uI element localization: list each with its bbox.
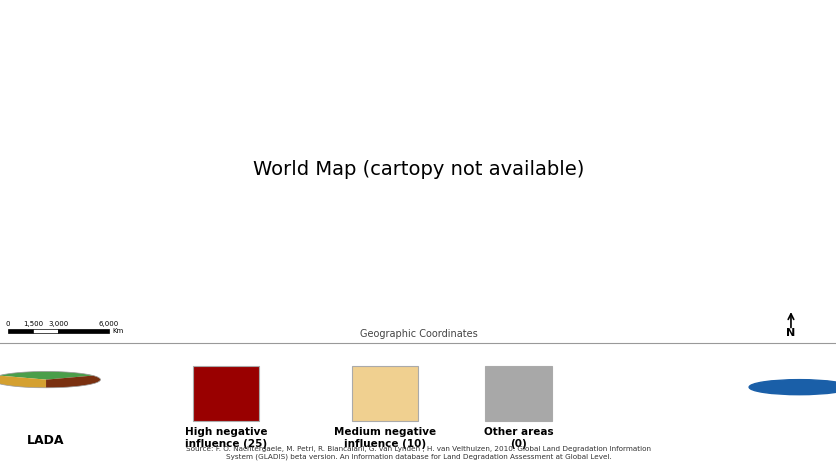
Text: Km: Km	[112, 328, 123, 334]
Wedge shape	[0, 376, 46, 388]
Text: FAO: FAO	[791, 384, 806, 390]
Text: Geographic Coordinates: Geographic Coordinates	[359, 329, 477, 339]
Bar	[351, 366, 418, 421]
Wedge shape	[0, 372, 93, 379]
Text: Source: F. O. Nachtergaele, M. Petri, R. Biancalani, G. van Lynden , H. van Velt: Source: F. O. Nachtergaele, M. Petri, R.…	[186, 446, 650, 460]
Bar	[59, 329, 109, 333]
Text: N: N	[785, 328, 795, 338]
Text: 6,000: 6,000	[99, 321, 119, 327]
Bar	[8, 329, 33, 333]
Text: 0: 0	[6, 321, 10, 327]
Bar	[192, 366, 259, 421]
Circle shape	[748, 379, 836, 395]
Text: LADA: LADA	[28, 433, 64, 446]
Text: Other areas
(0): Other areas (0)	[483, 427, 553, 449]
Text: High negative
influence (25): High negative influence (25)	[185, 427, 267, 449]
Text: Medium negative
influence (10): Medium negative influence (10)	[334, 427, 436, 449]
Text: 3,000: 3,000	[48, 321, 69, 327]
Text: 1,500: 1,500	[23, 321, 43, 327]
Wedge shape	[46, 376, 100, 388]
Bar	[485, 366, 552, 421]
Text: World Map (cartopy not available): World Map (cartopy not available)	[252, 160, 584, 179]
Bar	[33, 329, 59, 333]
